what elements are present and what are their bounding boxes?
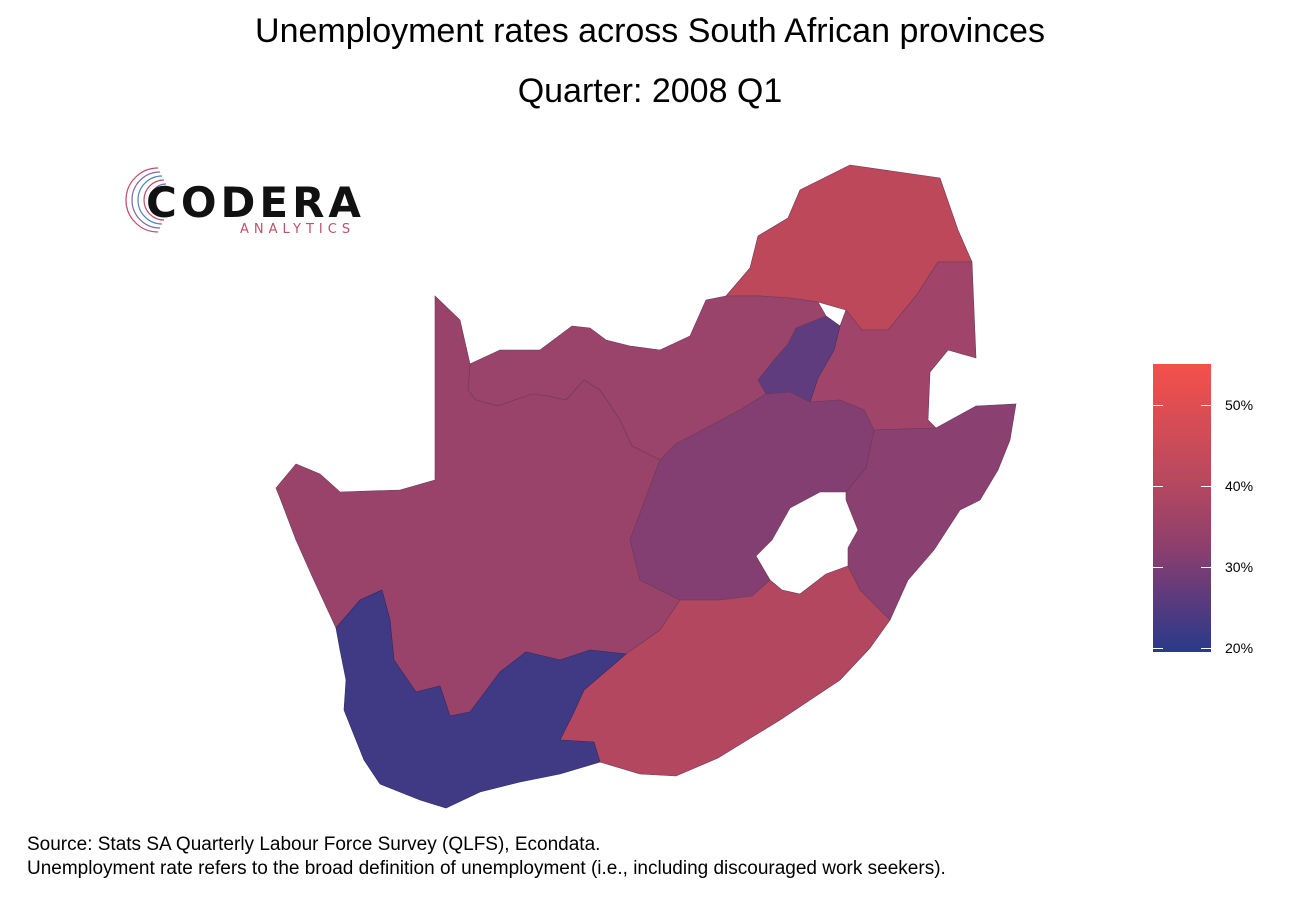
province-western-cape bbox=[335, 589, 627, 809]
legend-tick: 20% bbox=[1150, 639, 1290, 659]
codera-logo: CODERA ANALYTICS bbox=[118, 158, 378, 248]
map-title: Unemployment rates across South African … bbox=[255, 12, 1045, 50]
color-legend: 50% 40% 30% 20% bbox=[1150, 362, 1290, 656]
legend-tick-mark bbox=[1201, 647, 1211, 649]
legend-tick-label: 40% bbox=[1225, 477, 1254, 494]
legend-tick: 40% bbox=[1150, 477, 1290, 497]
legend-tick-mark bbox=[1153, 647, 1163, 649]
source-caption: Source: Stats SA Quarterly Labour Force … bbox=[27, 834, 601, 855]
definition-caption: Unemployment rate refers to the broad de… bbox=[27, 858, 946, 879]
legend-tick: 50% bbox=[1150, 396, 1290, 416]
map-subtitle: Quarter: 2008 Q1 bbox=[517, 72, 783, 110]
province-free-state bbox=[629, 391, 875, 601]
legend-tick-mark bbox=[1153, 485, 1163, 487]
logo-subtitle: ANALYTICS bbox=[240, 222, 356, 237]
logo-wordmark: CODERA bbox=[146, 178, 365, 227]
legend-tick-label: 30% bbox=[1225, 558, 1254, 575]
legend-tick-mark bbox=[1153, 404, 1163, 406]
legend-tick-mark bbox=[1201, 404, 1211, 406]
province-kwazulu-natal bbox=[845, 403, 1017, 621]
legend-tick-label: 50% bbox=[1225, 396, 1254, 413]
legend-color-bar bbox=[1153, 364, 1211, 652]
logo-rings-icon bbox=[125, 167, 167, 233]
legend-tick: 30% bbox=[1150, 558, 1290, 578]
legend-tick-mark bbox=[1201, 485, 1211, 487]
legend-tick-mark bbox=[1201, 566, 1211, 568]
legend-tick-label: 20% bbox=[1225, 639, 1254, 656]
legend-tick-mark bbox=[1153, 566, 1163, 568]
